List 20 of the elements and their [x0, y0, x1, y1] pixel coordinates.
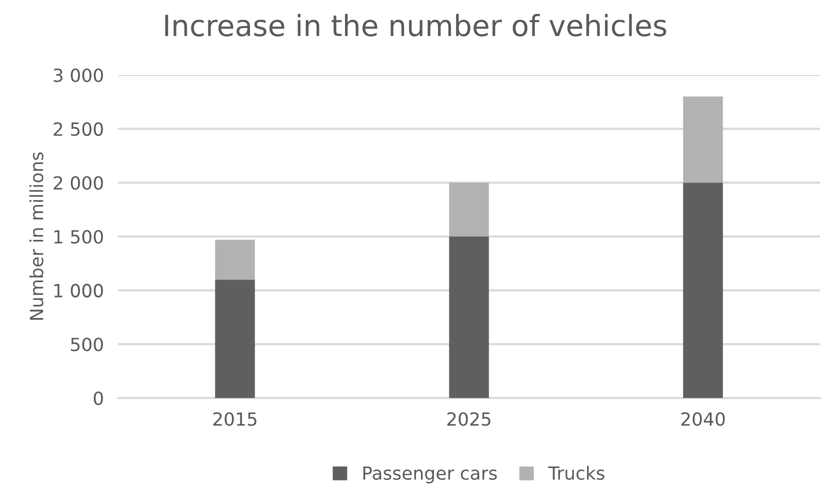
y-tick-label: 500: [71, 338, 103, 352]
y-axis-title: Number in millions: [29, 152, 44, 320]
x-tick-label: 2040: [681, 412, 725, 426]
x-tick-label: 2015: [213, 412, 256, 426]
bar: [683, 96, 723, 183]
y-tick-label: 2 000: [54, 176, 103, 190]
legend-label: Trucks: [548, 466, 604, 480]
y-tick-label: 0: [94, 391, 103, 406]
bar: [215, 240, 255, 280]
y-tick-label: 3 000: [54, 68, 103, 82]
y-tick-label: 1 500: [54, 230, 103, 244]
bar: [449, 182, 489, 236]
y-tick-label: 2 500: [54, 122, 103, 136]
legend-label: Passenger cars: [363, 466, 497, 484]
x-tick-label: 2025: [447, 412, 490, 426]
y-tick-label: 1 000: [54, 284, 103, 298]
chart-title: Increase in the number of vehicles: [165, 14, 666, 36]
bar: [215, 280, 255, 398]
bar: [683, 182, 723, 398]
bar: [449, 236, 489, 398]
